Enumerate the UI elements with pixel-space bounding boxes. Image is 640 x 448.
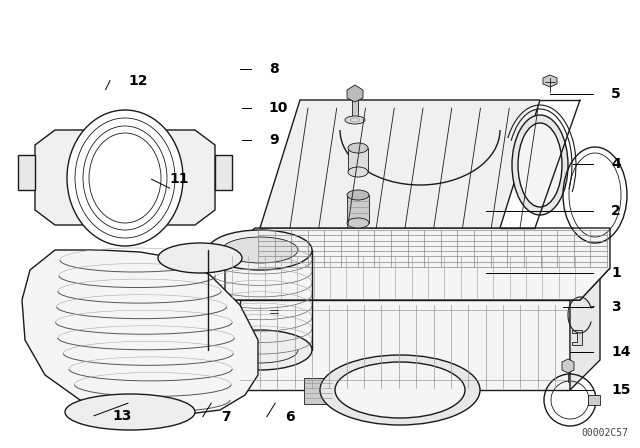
Text: 4: 4 (611, 156, 621, 171)
Ellipse shape (347, 218, 369, 228)
Text: 5: 5 (611, 87, 621, 101)
Text: 14: 14 (611, 345, 630, 359)
Ellipse shape (348, 167, 368, 177)
Polygon shape (562, 359, 574, 373)
Polygon shape (543, 75, 557, 87)
Ellipse shape (67, 110, 183, 246)
Bar (348, 148, 368, 172)
Ellipse shape (335, 362, 465, 418)
Text: 10: 10 (269, 100, 288, 115)
Polygon shape (304, 378, 332, 404)
Text: 8: 8 (269, 62, 278, 77)
Polygon shape (347, 85, 363, 102)
Bar (588, 395, 600, 405)
Polygon shape (572, 330, 582, 345)
Ellipse shape (65, 394, 195, 430)
Polygon shape (18, 155, 35, 190)
Polygon shape (228, 330, 238, 345)
Ellipse shape (347, 190, 369, 200)
Text: 15: 15 (611, 383, 630, 397)
Ellipse shape (208, 330, 312, 370)
Polygon shape (360, 375, 390, 403)
Ellipse shape (208, 230, 312, 270)
Ellipse shape (222, 237, 298, 263)
Text: 3: 3 (611, 300, 621, 314)
Text: 6: 6 (285, 409, 294, 424)
Polygon shape (35, 130, 215, 225)
Polygon shape (225, 228, 610, 300)
Text: 00002C57: 00002C57 (581, 428, 628, 438)
Bar (352, 98, 358, 120)
Ellipse shape (320, 355, 480, 425)
Ellipse shape (348, 143, 368, 153)
Text: 13: 13 (112, 409, 131, 423)
Text: 2: 2 (611, 203, 621, 218)
Bar (347, 195, 369, 223)
Text: 1: 1 (611, 266, 621, 280)
Text: 11: 11 (170, 172, 189, 186)
Text: 9: 9 (269, 133, 278, 147)
Polygon shape (240, 300, 570, 390)
Polygon shape (22, 250, 258, 415)
Ellipse shape (518, 123, 562, 207)
Polygon shape (225, 268, 610, 300)
Text: 7: 7 (221, 409, 230, 424)
Ellipse shape (345, 116, 365, 124)
Ellipse shape (158, 243, 242, 273)
Text: 12: 12 (128, 73, 147, 88)
Polygon shape (240, 270, 600, 300)
Ellipse shape (512, 115, 568, 215)
Polygon shape (260, 100, 540, 228)
Polygon shape (215, 155, 232, 190)
Polygon shape (570, 270, 600, 390)
